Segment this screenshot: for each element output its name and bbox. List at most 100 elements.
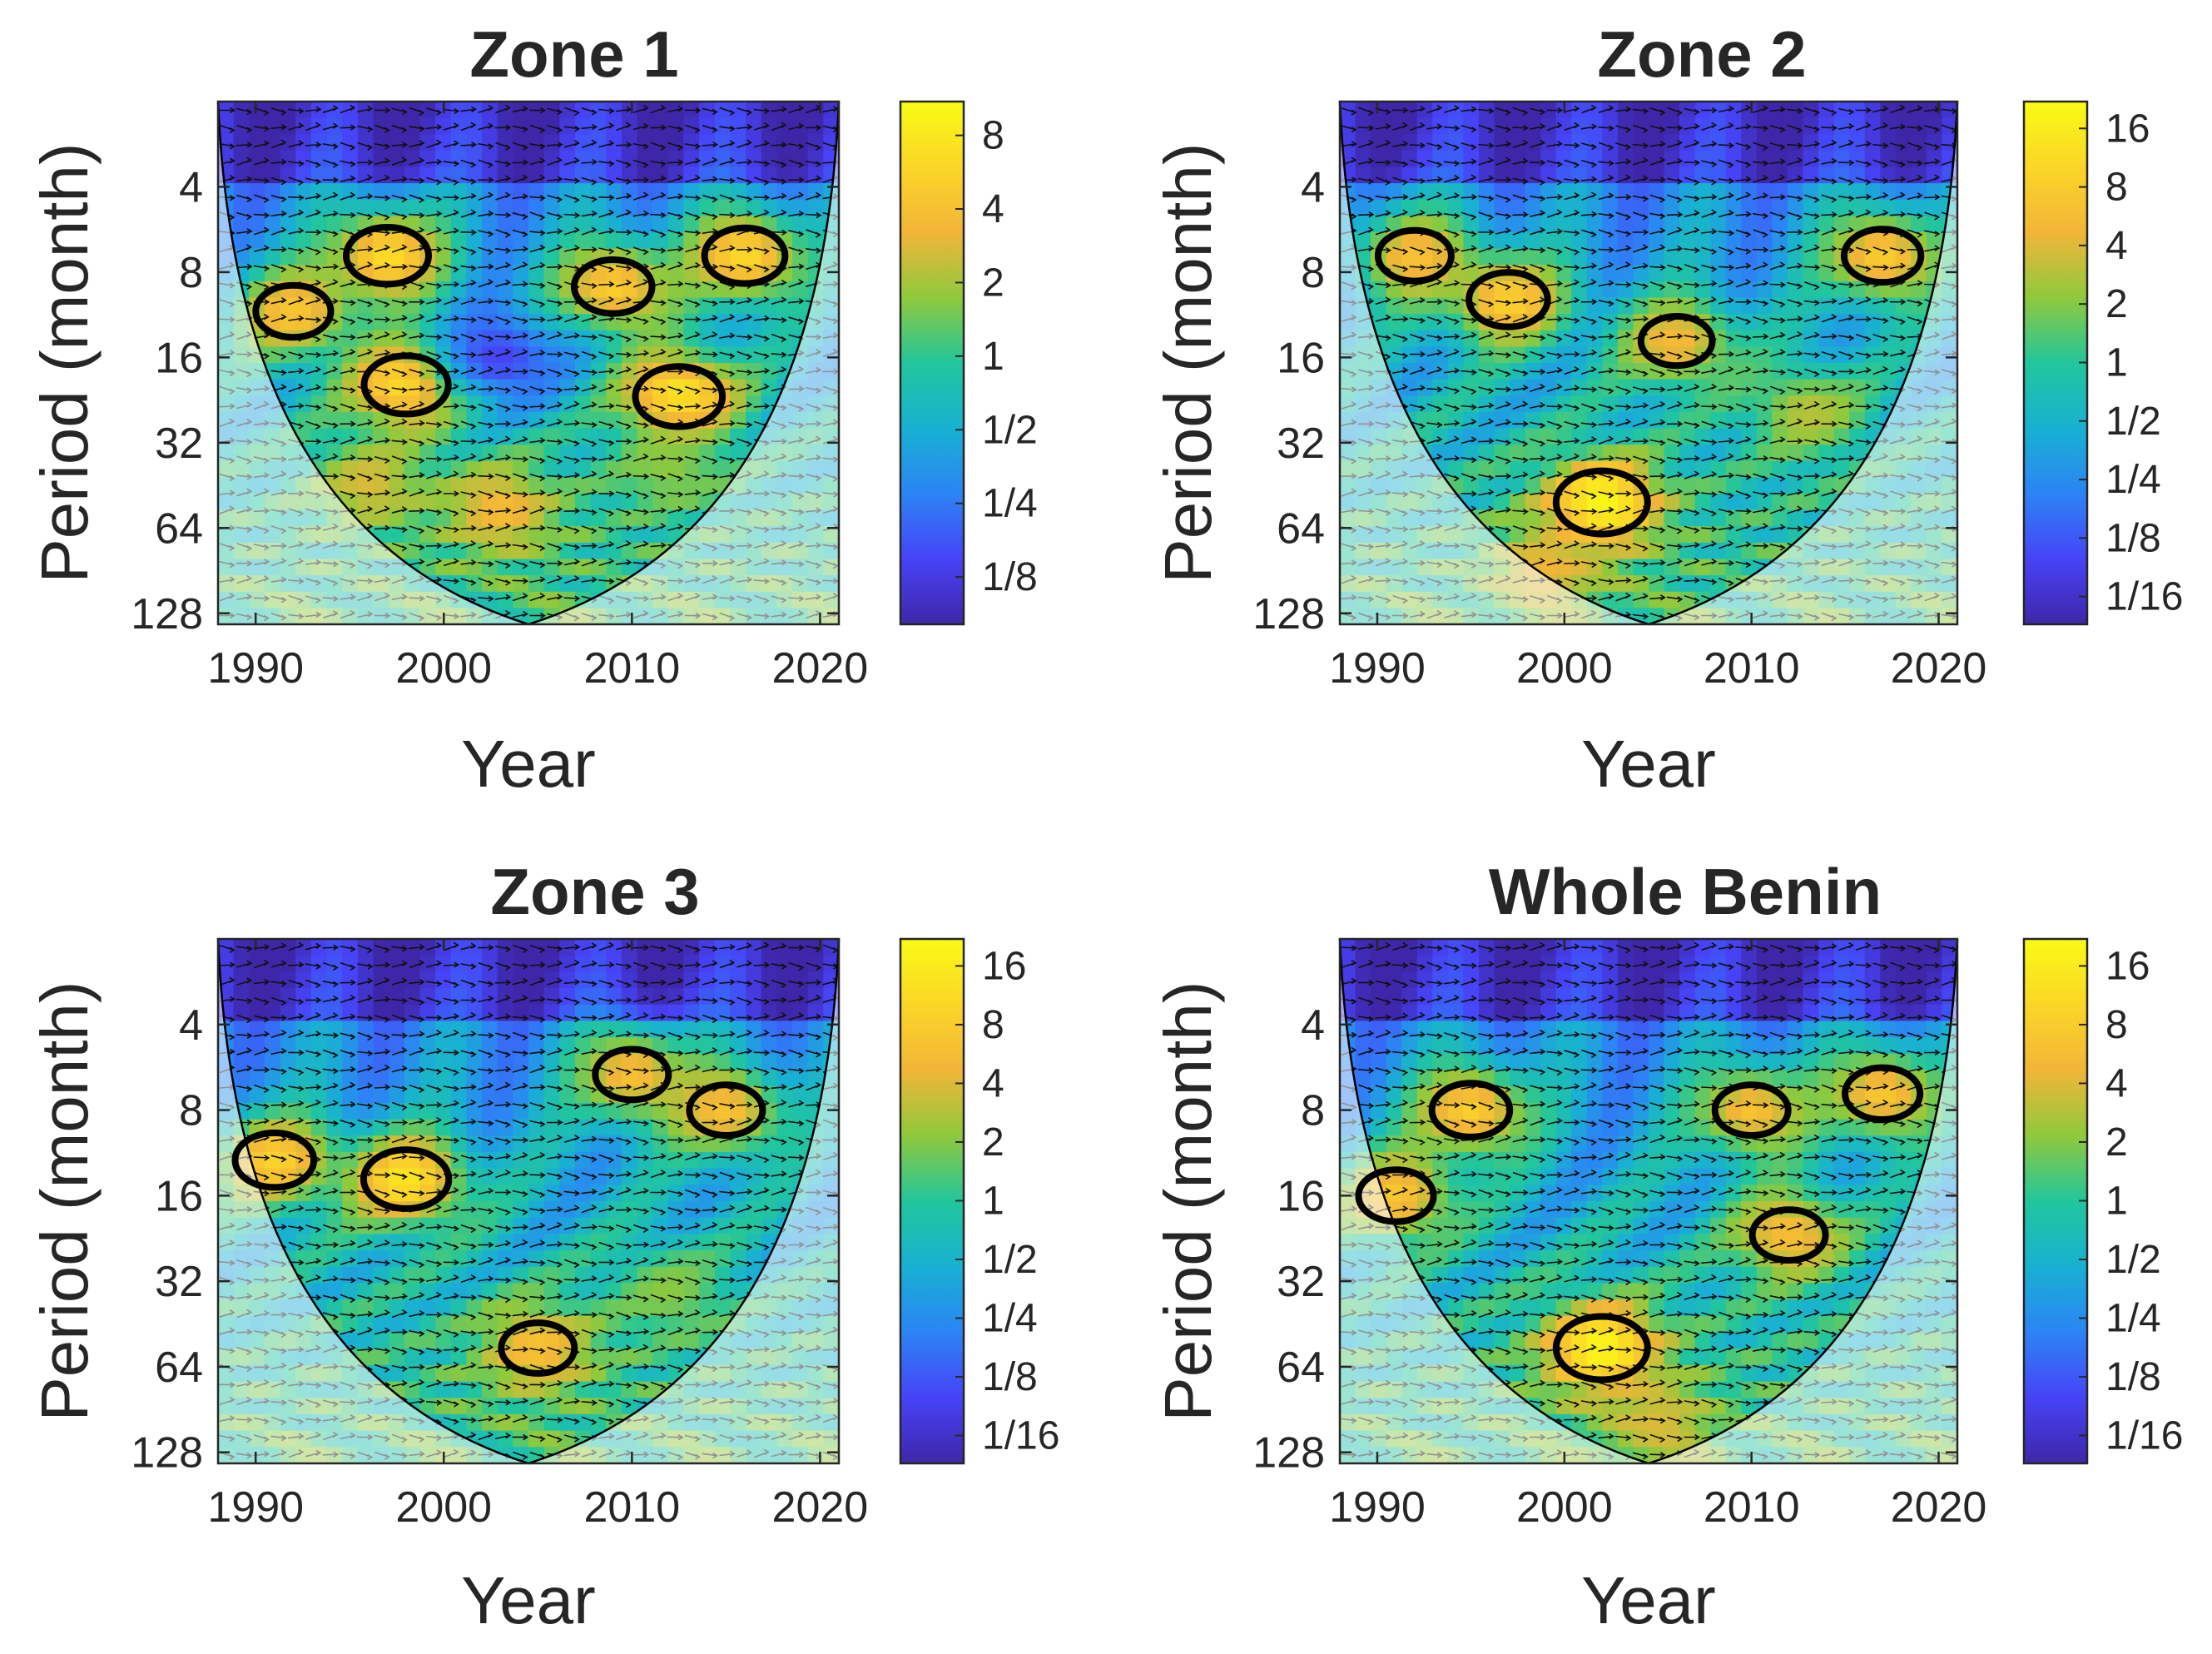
power-cell xyxy=(466,248,483,266)
phase-arrow xyxy=(1478,405,1494,409)
phase-arrow xyxy=(340,335,355,338)
phase-arrow xyxy=(684,231,700,234)
phase-arrow xyxy=(494,213,510,216)
power-cell xyxy=(1617,216,1634,233)
phase-arrow xyxy=(425,422,442,426)
phase-arrow xyxy=(512,421,528,427)
power-cell xyxy=(264,1151,281,1170)
power-cell xyxy=(1432,363,1449,380)
power-cell xyxy=(1849,134,1866,151)
power-cell xyxy=(1571,445,1588,462)
phase-arrow xyxy=(1546,560,1562,566)
power-cell xyxy=(1525,117,1541,135)
power-cell xyxy=(1510,183,1526,201)
power-cell xyxy=(1772,346,1788,364)
power-cell xyxy=(450,445,468,462)
power-cell xyxy=(1432,134,1449,151)
phase-arrow xyxy=(1495,439,1510,444)
power-cell xyxy=(280,379,296,396)
power-cell xyxy=(264,199,281,217)
phase-arrow xyxy=(374,369,389,375)
phase-arrow xyxy=(322,125,338,131)
power-cell xyxy=(543,395,560,413)
power-cell xyxy=(1772,477,1788,494)
phase-arrow xyxy=(1615,247,1631,252)
power-cell xyxy=(1833,281,1850,299)
power-cell xyxy=(1510,216,1526,233)
power-cell xyxy=(513,199,529,217)
power-cell xyxy=(1741,494,1758,511)
phase-arrow xyxy=(1615,456,1631,461)
power-cell xyxy=(543,232,560,250)
phase-arrow xyxy=(357,335,373,339)
phase-arrow xyxy=(1735,142,1751,148)
phase-arrow xyxy=(1426,213,1442,216)
x-tick-label: 1990 xyxy=(207,644,304,693)
power-cell xyxy=(233,1070,250,1087)
power-cell xyxy=(1679,575,1696,593)
power-cell xyxy=(1864,117,1882,135)
power-cell xyxy=(559,134,576,151)
phase-arrow xyxy=(632,525,648,532)
power-cell xyxy=(1741,248,1758,266)
power-cell xyxy=(1586,477,1604,494)
power-cell xyxy=(435,559,452,576)
power-cell xyxy=(606,460,622,479)
power-cell xyxy=(1447,379,1465,396)
power-cell xyxy=(450,494,468,511)
phase-arrow xyxy=(1907,212,1922,217)
phase-arrow xyxy=(1444,300,1459,305)
phase-arrow xyxy=(374,492,389,495)
plot-frame xyxy=(1338,100,1959,626)
power-cell xyxy=(419,199,436,217)
phase-arrow xyxy=(1855,196,1871,199)
power-cell xyxy=(652,248,669,266)
phase-arrow xyxy=(1872,404,1888,410)
power-cell xyxy=(1725,330,1743,348)
power-cell xyxy=(295,314,312,331)
power-cell xyxy=(1679,494,1696,511)
power-cell xyxy=(667,232,685,250)
phase-arrow xyxy=(563,351,579,357)
power-cell xyxy=(404,281,421,299)
power-cell xyxy=(404,363,421,380)
power-cell xyxy=(1772,199,1788,217)
phase-arrow xyxy=(1701,405,1717,408)
power-cell xyxy=(513,494,529,511)
power-cell xyxy=(1694,248,1712,266)
phase-arrow xyxy=(374,196,389,199)
power-cell xyxy=(1617,575,1634,593)
power-cell xyxy=(1386,216,1403,233)
phase-arrow xyxy=(615,474,631,479)
phase-arrow xyxy=(374,527,389,530)
phase-arrow xyxy=(426,491,441,496)
phase-arrow xyxy=(581,195,597,201)
power-cell xyxy=(1741,411,1758,430)
power-cell xyxy=(699,216,716,233)
power-cell xyxy=(1602,183,1619,201)
phase-arrow xyxy=(1443,212,1460,217)
power-cell xyxy=(1525,248,1541,266)
phase-arrow xyxy=(1735,178,1751,181)
power-cell xyxy=(342,183,359,201)
power-cell xyxy=(1494,150,1510,168)
power-cell xyxy=(1602,509,1619,527)
phase-arrow xyxy=(1855,264,1871,270)
phase-arrow xyxy=(443,526,459,531)
phase-arrow xyxy=(1649,212,1665,217)
power-cell xyxy=(606,216,622,233)
power-cell xyxy=(1371,183,1387,201)
power-cell xyxy=(435,445,452,462)
phase-arrow xyxy=(1701,456,1717,462)
phase-arrow xyxy=(1546,351,1562,357)
colorbar-tick-label: 8 xyxy=(2105,166,2128,210)
power-cell xyxy=(1432,346,1449,364)
y-tick-label: 8 xyxy=(179,249,203,297)
phase-arrow xyxy=(1872,387,1888,391)
power-cell xyxy=(326,134,343,151)
power-cell xyxy=(404,509,421,527)
power-cell xyxy=(1479,411,1495,430)
phase-arrow xyxy=(1546,282,1562,286)
power-cell xyxy=(249,265,265,282)
